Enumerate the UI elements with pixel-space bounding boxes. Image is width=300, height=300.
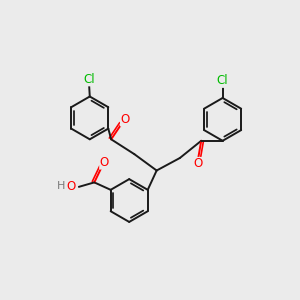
Text: H: H bbox=[57, 181, 65, 191]
Text: O: O bbox=[121, 113, 130, 126]
Text: O: O bbox=[66, 180, 76, 193]
Text: O: O bbox=[193, 158, 202, 170]
Text: Cl: Cl bbox=[83, 73, 95, 86]
Text: Cl: Cl bbox=[217, 74, 228, 87]
Text: O: O bbox=[100, 156, 109, 169]
